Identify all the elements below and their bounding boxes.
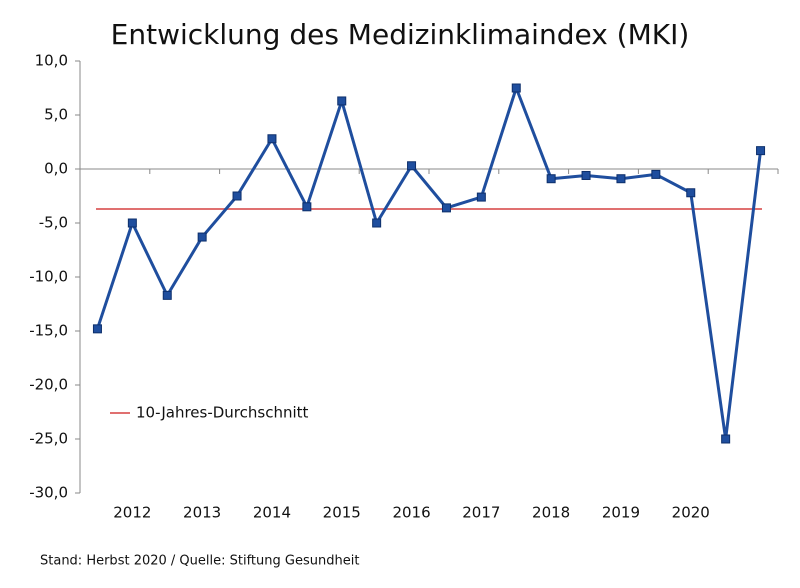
y-tick-label: 5,0 (44, 106, 68, 124)
data-point (302, 202, 312, 212)
y-tick-label: 0,0 (44, 160, 68, 178)
data-point (546, 174, 556, 184)
chart-title: Entwicklung des Medizinklimaindex (MKI) (111, 18, 690, 51)
y-tick-label: -25,0 (29, 430, 68, 448)
y-tick-label: -20,0 (29, 376, 68, 394)
x-tick-label: 2020 (672, 504, 710, 522)
footnote: Stand: Herbst 2020 / Quelle: Stiftung Ge… (40, 554, 359, 569)
data-point (511, 83, 521, 93)
series-line (96, 86, 763, 441)
data-point (721, 434, 731, 444)
data-point (267, 134, 277, 144)
y-tick-label: -30,0 (29, 484, 68, 502)
data-point (756, 146, 766, 156)
legend-label: 10-Jahres-Durchschnitt (136, 404, 309, 422)
x-tick-label: 2018 (532, 504, 570, 522)
data-point (651, 169, 661, 179)
data-point (476, 192, 486, 202)
data-point (162, 290, 172, 300)
data-point (337, 96, 347, 106)
x-tick-label: 2014 (253, 504, 291, 522)
data-point (441, 203, 451, 213)
data-point (686, 188, 696, 198)
data-point (616, 174, 626, 184)
x-tick-label: 2016 (392, 504, 430, 522)
data-point (127, 218, 137, 228)
data-point (92, 324, 102, 334)
x-tick-label: 2015 (323, 504, 361, 522)
x-tick-label: 2019 (602, 504, 640, 522)
y-tick-label: 10,0 (35, 52, 68, 70)
data-point (197, 232, 207, 242)
data-point (372, 218, 382, 228)
y-tick-label: -15,0 (29, 322, 68, 340)
data-point (232, 191, 242, 201)
data-point (581, 170, 591, 180)
x-tick-label: 2017 (462, 504, 500, 522)
y-tick-label: -10,0 (29, 268, 68, 286)
x-tick-label: 2013 (183, 504, 221, 522)
data-point (407, 161, 417, 171)
x-tick-label: 2012 (113, 504, 151, 522)
y-tick-label: -5,0 (39, 214, 68, 232)
